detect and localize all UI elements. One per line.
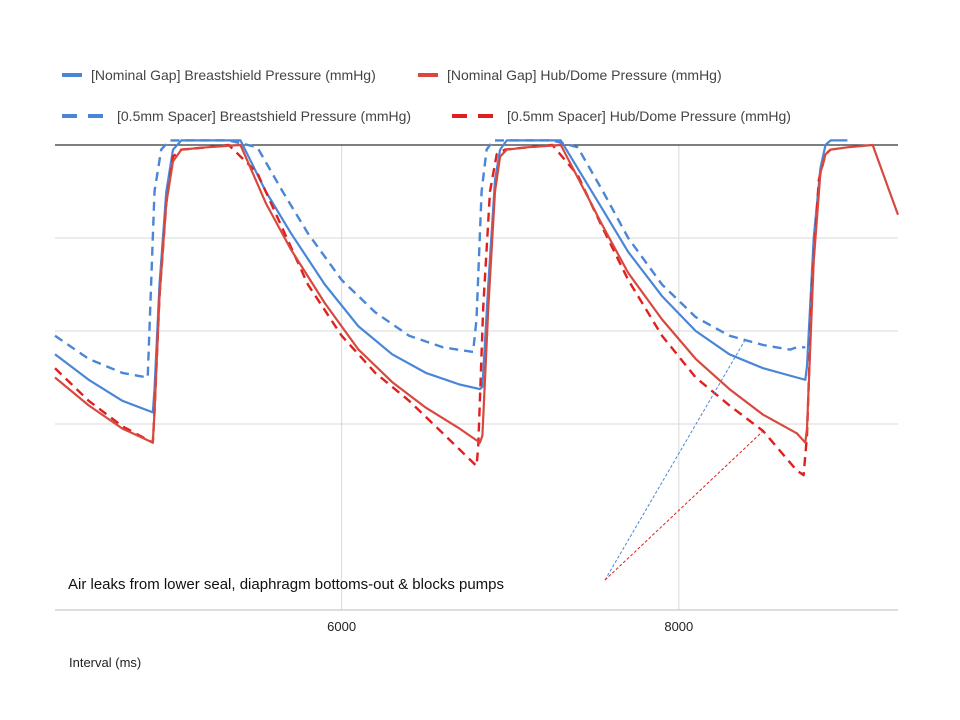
legend-label-1: [Nominal Gap] Hub/Dome Pressure (mmHg) (447, 67, 722, 83)
legend-label-2: [0.5mm Spacer] Breastshield Pressure (mm… (117, 108, 411, 124)
series-line-1 (54, 143, 900, 444)
series-line-0 (54, 139, 848, 414)
series-layer (54, 139, 900, 477)
annotation-text: Air leaks from lower seal, diaphragm bot… (68, 576, 504, 593)
series-line-3 (54, 143, 832, 477)
x-tick-label-0: 6000 (327, 619, 356, 634)
series-line-2 (54, 139, 806, 379)
x-axis-title: Interval (ms) (69, 655, 141, 670)
legend-label-0: [Nominal Gap] Breastshield Pressure (mmH… (91, 67, 376, 83)
legend-label-3: [0.5mm Spacer] Hub/Dome Pressure (mmHg) (507, 108, 791, 124)
annotation-pointer-0 (604, 337, 747, 581)
x-axis: 6000 8000 Interval (ms) (55, 609, 898, 670)
gridlines (55, 145, 898, 610)
legend: [Nominal Gap] Breastshield Pressure (mmH… (62, 67, 791, 124)
annotation-pointer-1 (604, 430, 764, 581)
x-tick-label-1: 8000 (664, 619, 693, 634)
annotation-layer: Air leaks from lower seal, diaphragm bot… (68, 337, 764, 593)
